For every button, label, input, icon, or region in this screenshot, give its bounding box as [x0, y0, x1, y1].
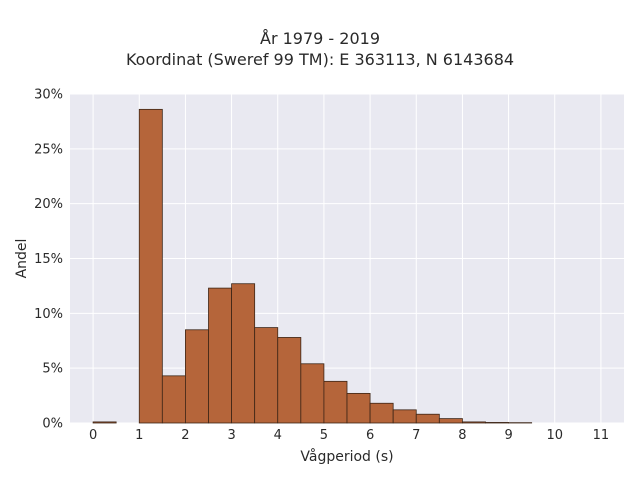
histogram-bar: [208, 287, 232, 424]
histogram-bar: [392, 409, 417, 424]
histogram-bar: [277, 337, 302, 424]
histogram-bar: [369, 402, 394, 424]
chart-title: År 1979 - 2019 Koordinat (Sweref 99 TM):…: [0, 28, 640, 70]
y-tick-label: 15%: [34, 252, 63, 267]
y-axis-label: Andel: [14, 239, 30, 279]
y-tick-label: 20%: [34, 197, 63, 212]
y-tick-label: 0%: [42, 417, 63, 432]
x-tick-label: 5: [320, 428, 328, 443]
x-tick-label: 2: [181, 428, 189, 443]
x-tick-label: 10: [546, 428, 563, 443]
y-tick-labels: 0% 5% 10% 15% 20% 25% 30%: [34, 88, 63, 432]
x-tick-label: 1: [135, 428, 143, 443]
x-tick-label: 11: [593, 428, 610, 443]
y-tick-label: 5%: [42, 362, 63, 377]
x-tick-label: 6: [366, 428, 374, 443]
histogram-bar: [231, 283, 256, 424]
y-tick-label: 10%: [34, 307, 63, 322]
x-axis-label: Vågperiod (s): [300, 448, 393, 465]
histogram-bar: [346, 392, 371, 424]
chart-title-line-2: Koordinat (Sweref 99 TM): E 363113, N 61…: [125, 50, 515, 69]
histogram-bar: [92, 421, 117, 424]
histogram-bar: [300, 363, 325, 424]
x-tick-labels: 0 1 2 3 4 5 6 7 8 9 10 11: [89, 428, 609, 443]
y-tick-label: 25%: [34, 142, 63, 157]
histogram-bar: [254, 327, 279, 424]
y-tick-label: 30%: [34, 88, 63, 103]
x-tick-label: 9: [504, 428, 512, 443]
histogram-bar: [438, 418, 463, 424]
histogram-bar: [415, 413, 440, 424]
x-tick-label: 3: [227, 428, 235, 443]
chart-title-line-1: År 1979 - 2019: [260, 29, 380, 48]
histogram-bar: [185, 329, 209, 424]
x-tick-label: 8: [458, 428, 466, 443]
histogram-bar: [485, 422, 509, 424]
histogram-bar: [462, 421, 486, 424]
x-tick-label: 0: [89, 428, 97, 443]
x-tick-label: 4: [274, 428, 282, 443]
histogram-bar: [138, 108, 163, 424]
x-tick-label: 7: [412, 428, 420, 443]
histogram-bar: [161, 375, 186, 424]
histogram-bar: [323, 380, 348, 424]
bars: [92, 108, 533, 424]
